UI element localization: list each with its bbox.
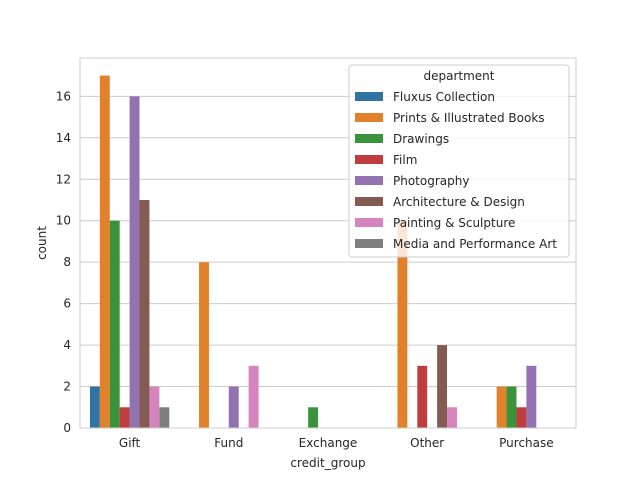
y-tick-label: 4 [63,338,71,352]
x-tick-label: Purchase [499,436,554,450]
bar [159,407,170,428]
y-axis-label: count [35,226,49,260]
legend-swatch [355,176,383,185]
legend: department Fluxus Collection Prints & Ill… [348,64,570,258]
gridlines [80,95,576,429]
bar [149,386,160,428]
bar [129,96,140,428]
bars [89,75,537,428]
legend-entry: Fluxus Collection [393,90,495,104]
legend-swatch [355,134,383,143]
y-tick-label: 16 [56,89,71,103]
bar [506,386,517,428]
bar [526,365,537,428]
legend-entry: Media and Performance Art [393,237,557,251]
x-tick-label: Other [410,436,444,450]
legend-swatch [355,197,383,206]
bar [417,365,428,428]
x-tick-label: Gift [119,436,141,450]
x-tick-labels: Gift Fund Exchange Other Purchase [119,436,554,450]
legend-box [348,64,570,258]
bar [199,262,209,428]
x-tick-label: Exchange [299,436,358,450]
legend-entry: Film [393,153,417,167]
y-tick-labels: 0 2 4 6 8 10 12 14 16 [56,89,71,435]
bar [437,345,448,428]
legend-entry: Architecture & Design [393,195,525,209]
bar [89,386,100,428]
legend-entry: Photography [393,174,469,188]
legend-entry: Drawings [393,132,449,146]
legend-swatch [355,218,383,227]
bar [119,407,130,428]
y-tick-label: 0 [63,421,71,435]
legend-entry: Painting & Sculpture [393,216,515,230]
bar [516,407,527,428]
plot-frame [79,57,577,429]
bar [109,220,120,428]
bar [397,220,408,428]
legend-swatch [355,113,383,122]
bar [228,386,239,428]
legend-swatch [355,92,383,101]
legend-entry: Prints & Illustrated Books [393,111,545,125]
bar [248,365,259,428]
legend-swatch [355,155,383,164]
legend-title: department [424,69,495,83]
x-tick-label: Fund [214,436,243,450]
legend-swatch [355,239,383,248]
bar [99,75,110,428]
y-tick-label: 12 [56,172,71,186]
y-tick-label: 2 [63,380,71,394]
bar [308,407,319,428]
bar [447,407,457,428]
y-tick-label: 6 [63,297,71,311]
x-axis-label: credit_group [290,456,365,470]
y-tick-label: 8 [63,255,71,269]
y-tick-label: 14 [56,131,71,145]
y-tick-label: 10 [56,214,71,228]
bar [139,199,150,428]
legend-items: Fluxus Collection Prints & Illustrated Bo… [355,90,557,251]
bar [496,386,507,428]
